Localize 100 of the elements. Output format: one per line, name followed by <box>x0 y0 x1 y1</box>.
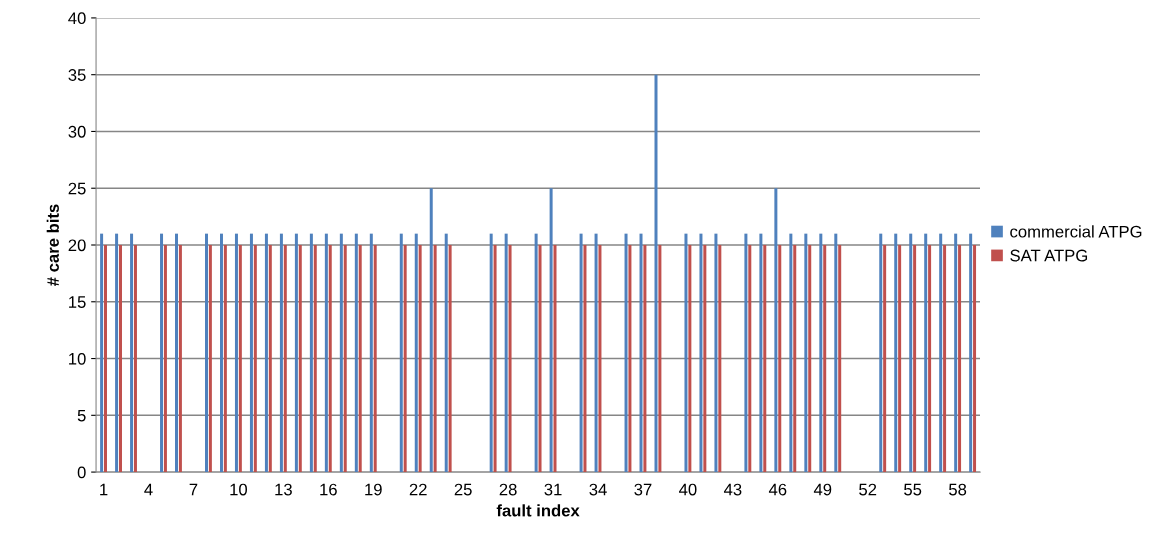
bar <box>973 245 977 473</box>
x-tick-label: 52 <box>859 483 877 496</box>
bar <box>598 245 602 473</box>
bar <box>703 245 707 473</box>
y-tick-label: 5 <box>77 409 86 422</box>
bar <box>118 245 122 473</box>
bar <box>354 233 358 473</box>
x-tick-label: 16 <box>320 483 337 496</box>
bar <box>643 245 647 473</box>
x-tick-label: 1 <box>100 483 108 496</box>
bar <box>639 233 643 473</box>
bar <box>418 245 422 473</box>
bar <box>489 233 493 473</box>
x-tick-label: 4 <box>144 483 153 496</box>
bar <box>549 188 553 473</box>
bar <box>688 245 692 473</box>
x-tick-label: 55 <box>904 483 922 496</box>
bar <box>658 245 662 473</box>
bar <box>714 233 718 473</box>
bar <box>238 245 242 473</box>
bar <box>249 233 253 473</box>
bar <box>294 233 298 473</box>
bar <box>358 245 362 473</box>
bar <box>504 233 508 473</box>
bar <box>414 233 418 473</box>
bar <box>339 233 343 473</box>
bar <box>433 245 437 473</box>
bar <box>160 233 164 473</box>
bar <box>100 233 104 473</box>
bar <box>594 233 598 473</box>
bar <box>493 245 497 473</box>
bar <box>553 245 557 473</box>
bar <box>823 245 827 473</box>
bar <box>774 188 778 473</box>
bar <box>264 233 268 473</box>
x-axis-title: fault index <box>496 504 580 517</box>
y-tick-label: 30 <box>68 125 86 138</box>
bar <box>744 233 748 473</box>
bar <box>219 233 223 473</box>
bar <box>208 245 212 473</box>
bar <box>804 233 808 473</box>
bar <box>444 233 448 473</box>
bar <box>298 245 302 473</box>
bar <box>778 245 782 473</box>
x-tick-label: 19 <box>365 483 382 496</box>
x-tick-label: 10 <box>230 483 248 496</box>
x-tick-label: 13 <box>275 483 292 496</box>
bar <box>234 233 238 473</box>
bar <box>204 233 208 473</box>
x-tick-label: 31 <box>544 483 562 496</box>
y-tick-label: 20 <box>68 239 86 252</box>
y-tick-label: 35 <box>68 69 86 81</box>
y-tick-label: 0 <box>77 466 86 479</box>
bar <box>879 233 883 473</box>
bar <box>759 233 763 473</box>
bar <box>268 245 272 473</box>
x-tick-label: 58 <box>949 483 967 496</box>
bar <box>838 245 842 473</box>
bar <box>819 233 823 473</box>
bar <box>508 245 512 473</box>
bar <box>130 233 134 473</box>
bar <box>313 245 317 473</box>
bar <box>628 245 632 473</box>
bar <box>943 245 947 473</box>
bar <box>928 245 932 473</box>
bar <box>538 245 542 473</box>
bar <box>699 233 703 473</box>
bar <box>133 245 137 473</box>
legend-label: SAT ATPG <box>1010 249 1088 262</box>
bar <box>924 233 928 473</box>
bar <box>328 245 332 473</box>
bar <box>448 245 452 473</box>
x-tick-label: 25 <box>454 483 472 496</box>
bar <box>104 245 107 473</box>
bar <box>954 233 958 473</box>
y-tick-label: 40 <box>68 12 86 25</box>
bar <box>343 245 347 473</box>
y-tick-label: 10 <box>69 352 86 365</box>
bar <box>789 233 793 473</box>
bar <box>763 245 767 473</box>
bar <box>958 245 962 473</box>
x-tick-label: 34 <box>589 483 607 496</box>
bar <box>175 233 179 473</box>
y-tick-label: 15 <box>69 296 86 308</box>
x-tick-label: 28 <box>499 483 517 496</box>
bar <box>909 233 913 473</box>
bar <box>718 245 722 473</box>
bar <box>178 245 182 473</box>
x-tick-label: 37 <box>634 483 652 496</box>
bar <box>883 245 887 473</box>
x-tick-label: 46 <box>768 483 787 496</box>
bar <box>115 233 119 473</box>
bar <box>399 233 403 473</box>
bar <box>253 245 257 473</box>
bar <box>624 233 628 473</box>
bar <box>898 245 902 473</box>
bar <box>808 245 812 473</box>
bar <box>834 233 838 473</box>
bar <box>583 245 587 473</box>
bar <box>163 245 167 473</box>
